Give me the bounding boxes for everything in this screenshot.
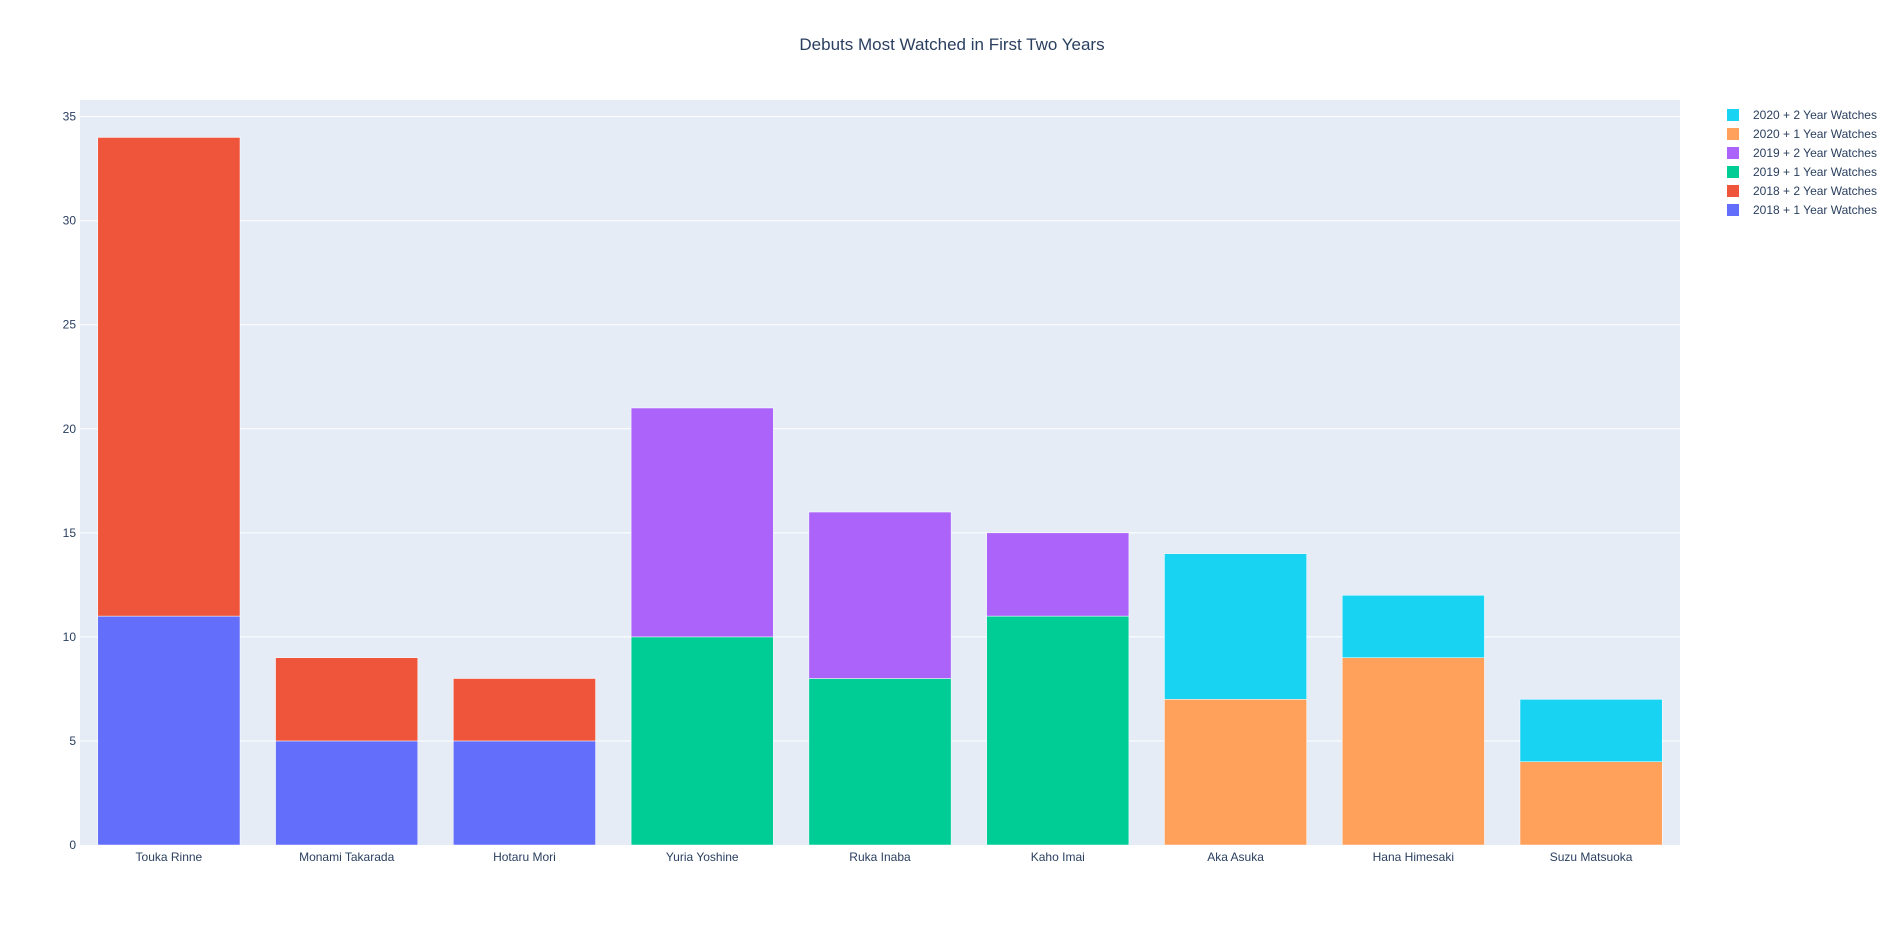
chart-title: Debuts Most Watched in First Two Years (799, 35, 1104, 54)
legend-swatch (1727, 166, 1739, 178)
bar-segment[interactable] (808, 511, 952, 679)
y-tick-label: 5 (69, 734, 76, 748)
bar-segment[interactable] (630, 636, 774, 846)
legend-label: 2019 + 2 Year Watches (1753, 146, 1877, 160)
bar-segment[interactable] (97, 137, 241, 617)
x-tick-label: Touka Rinne (136, 850, 203, 864)
y-tick-label: 30 (63, 214, 77, 228)
bars (97, 137, 1663, 846)
legend-swatch (1727, 109, 1739, 121)
legend-item[interactable]: 2018 + 2 Year Watches (1727, 184, 1877, 198)
legend-swatch (1727, 185, 1739, 197)
bar-segment[interactable] (1341, 657, 1485, 846)
legend-label: 2020 + 1 Year Watches (1753, 127, 1877, 141)
y-axis-ticks: 0 5 10 15 20 25 30 35 (63, 110, 77, 852)
bar-segment[interactable] (453, 678, 596, 742)
bar-segment[interactable] (1164, 699, 1307, 846)
bar-segment[interactable] (986, 532, 1130, 617)
y-tick-label: 10 (63, 630, 77, 644)
bar-segment[interactable] (808, 678, 952, 846)
legend-label: 2020 + 2 Year Watches (1753, 108, 1877, 122)
x-tick-label: Aka Asuka (1207, 850, 1264, 864)
bar-segment[interactable] (1519, 761, 1663, 846)
x-tick-label: Hotaru Mori (493, 850, 556, 864)
x-tick-label: Monami Takarada (299, 850, 394, 864)
bar-segment[interactable] (1341, 595, 1485, 658)
legend-item[interactable]: 2019 + 2 Year Watches (1727, 146, 1877, 160)
legend-swatch (1727, 128, 1739, 140)
bar-segment[interactable] (986, 615, 1130, 846)
legend-item[interactable]: 2020 + 1 Year Watches (1727, 127, 1877, 141)
y-tick-label: 20 (63, 422, 77, 436)
x-tick-label: Yuria Yoshine (666, 850, 739, 864)
x-tick-label: Suzu Matsuoka (1550, 850, 1633, 864)
x-tick-label: Hana Himesaki (1373, 850, 1454, 864)
bar-segment[interactable] (1519, 699, 1663, 763)
x-axis-ticks: Touka Rinne Monami Takarada Hotaru Mori Yur… (136, 850, 1633, 864)
bar-segment[interactable] (97, 615, 241, 846)
legend-label: 2018 + 1 Year Watches (1753, 203, 1877, 217)
x-tick-label: Ruka Inaba (849, 850, 911, 864)
legend-swatch (1727, 204, 1739, 216)
y-tick-label: 15 (63, 526, 77, 540)
y-tick-label: 25 (63, 318, 77, 332)
bar-segment[interactable] (1164, 553, 1307, 700)
y-tick-label: 35 (63, 110, 77, 124)
legend-item[interactable]: 2019 + 1 Year Watches (1727, 165, 1877, 179)
bar-segment[interactable] (453, 740, 596, 846)
legend-item[interactable]: 2018 + 1 Year Watches (1727, 203, 1877, 217)
bar-segment[interactable] (630, 407, 774, 638)
legend-label: 2019 + 1 Year Watches (1753, 165, 1877, 179)
y-tick-label: 0 (69, 838, 76, 852)
x-tick-label: Kaho Imai (1031, 850, 1085, 864)
legend-item[interactable]: 2020 + 2 Year Watches (1727, 108, 1877, 122)
bar-segment[interactable] (275, 657, 419, 742)
bar-segment[interactable] (275, 740, 419, 846)
legend-swatch (1727, 147, 1739, 159)
legend[interactable]: 2020 + 2 Year Watches 2020 + 1 Year Watch… (1727, 108, 1877, 217)
legend-label: 2018 + 2 Year Watches (1753, 184, 1877, 198)
